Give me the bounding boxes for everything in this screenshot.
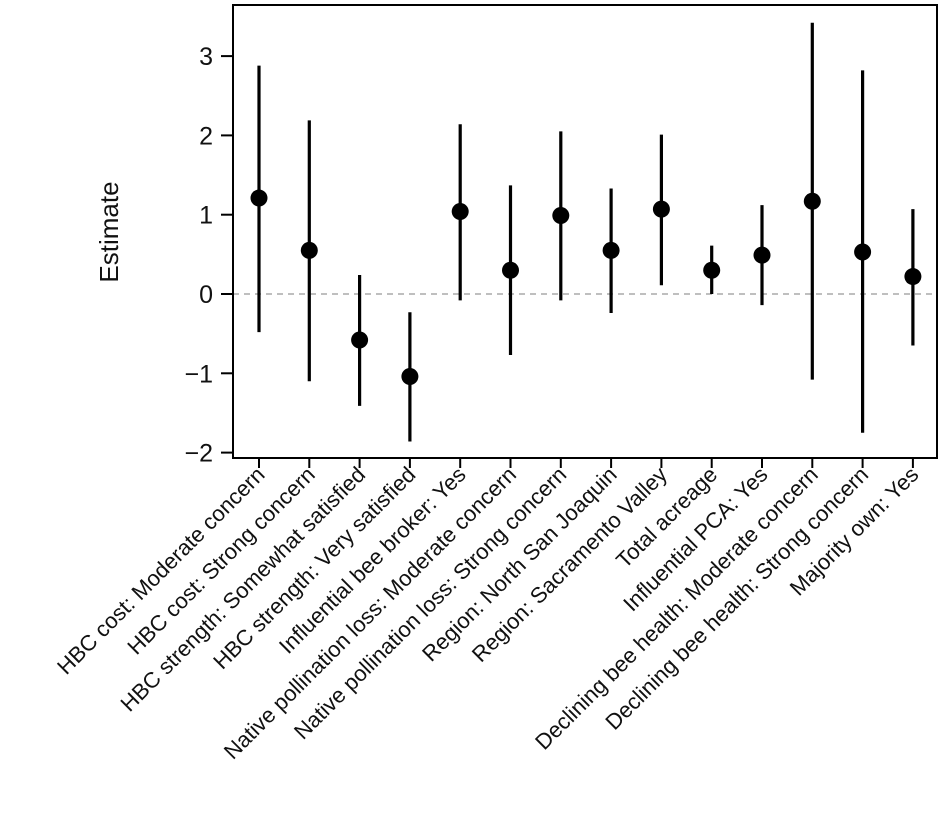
marks-layer <box>250 22 922 442</box>
y-axis: 3 2 1 0 −1 −2 <box>184 43 233 468</box>
estimate-point <box>401 367 419 385</box>
estimate-point <box>300 241 318 259</box>
y-tick-label: 3 <box>199 43 213 71</box>
estimate-point <box>250 189 268 207</box>
y-tick-label: 2 <box>199 122 213 150</box>
y-axis-label: Estimate <box>94 181 124 282</box>
estimate-point <box>904 268 922 286</box>
y-tick-label: 0 <box>199 281 213 309</box>
estimate-point <box>854 243 872 261</box>
estimate-point <box>703 261 721 279</box>
estimate-point <box>502 261 519 279</box>
estimate-point <box>753 246 771 264</box>
y-tick-label: −1 <box>184 360 213 388</box>
y-tick-label: 1 <box>199 202 213 230</box>
estimate-point <box>451 203 469 221</box>
plot-frame <box>232 4 938 459</box>
estimate-point <box>652 200 670 218</box>
estimate-point <box>552 206 570 224</box>
y-tick-label: −2 <box>184 440 213 468</box>
estimate-point <box>351 331 369 349</box>
estimate-point <box>803 192 821 210</box>
estimate-point <box>602 241 620 259</box>
